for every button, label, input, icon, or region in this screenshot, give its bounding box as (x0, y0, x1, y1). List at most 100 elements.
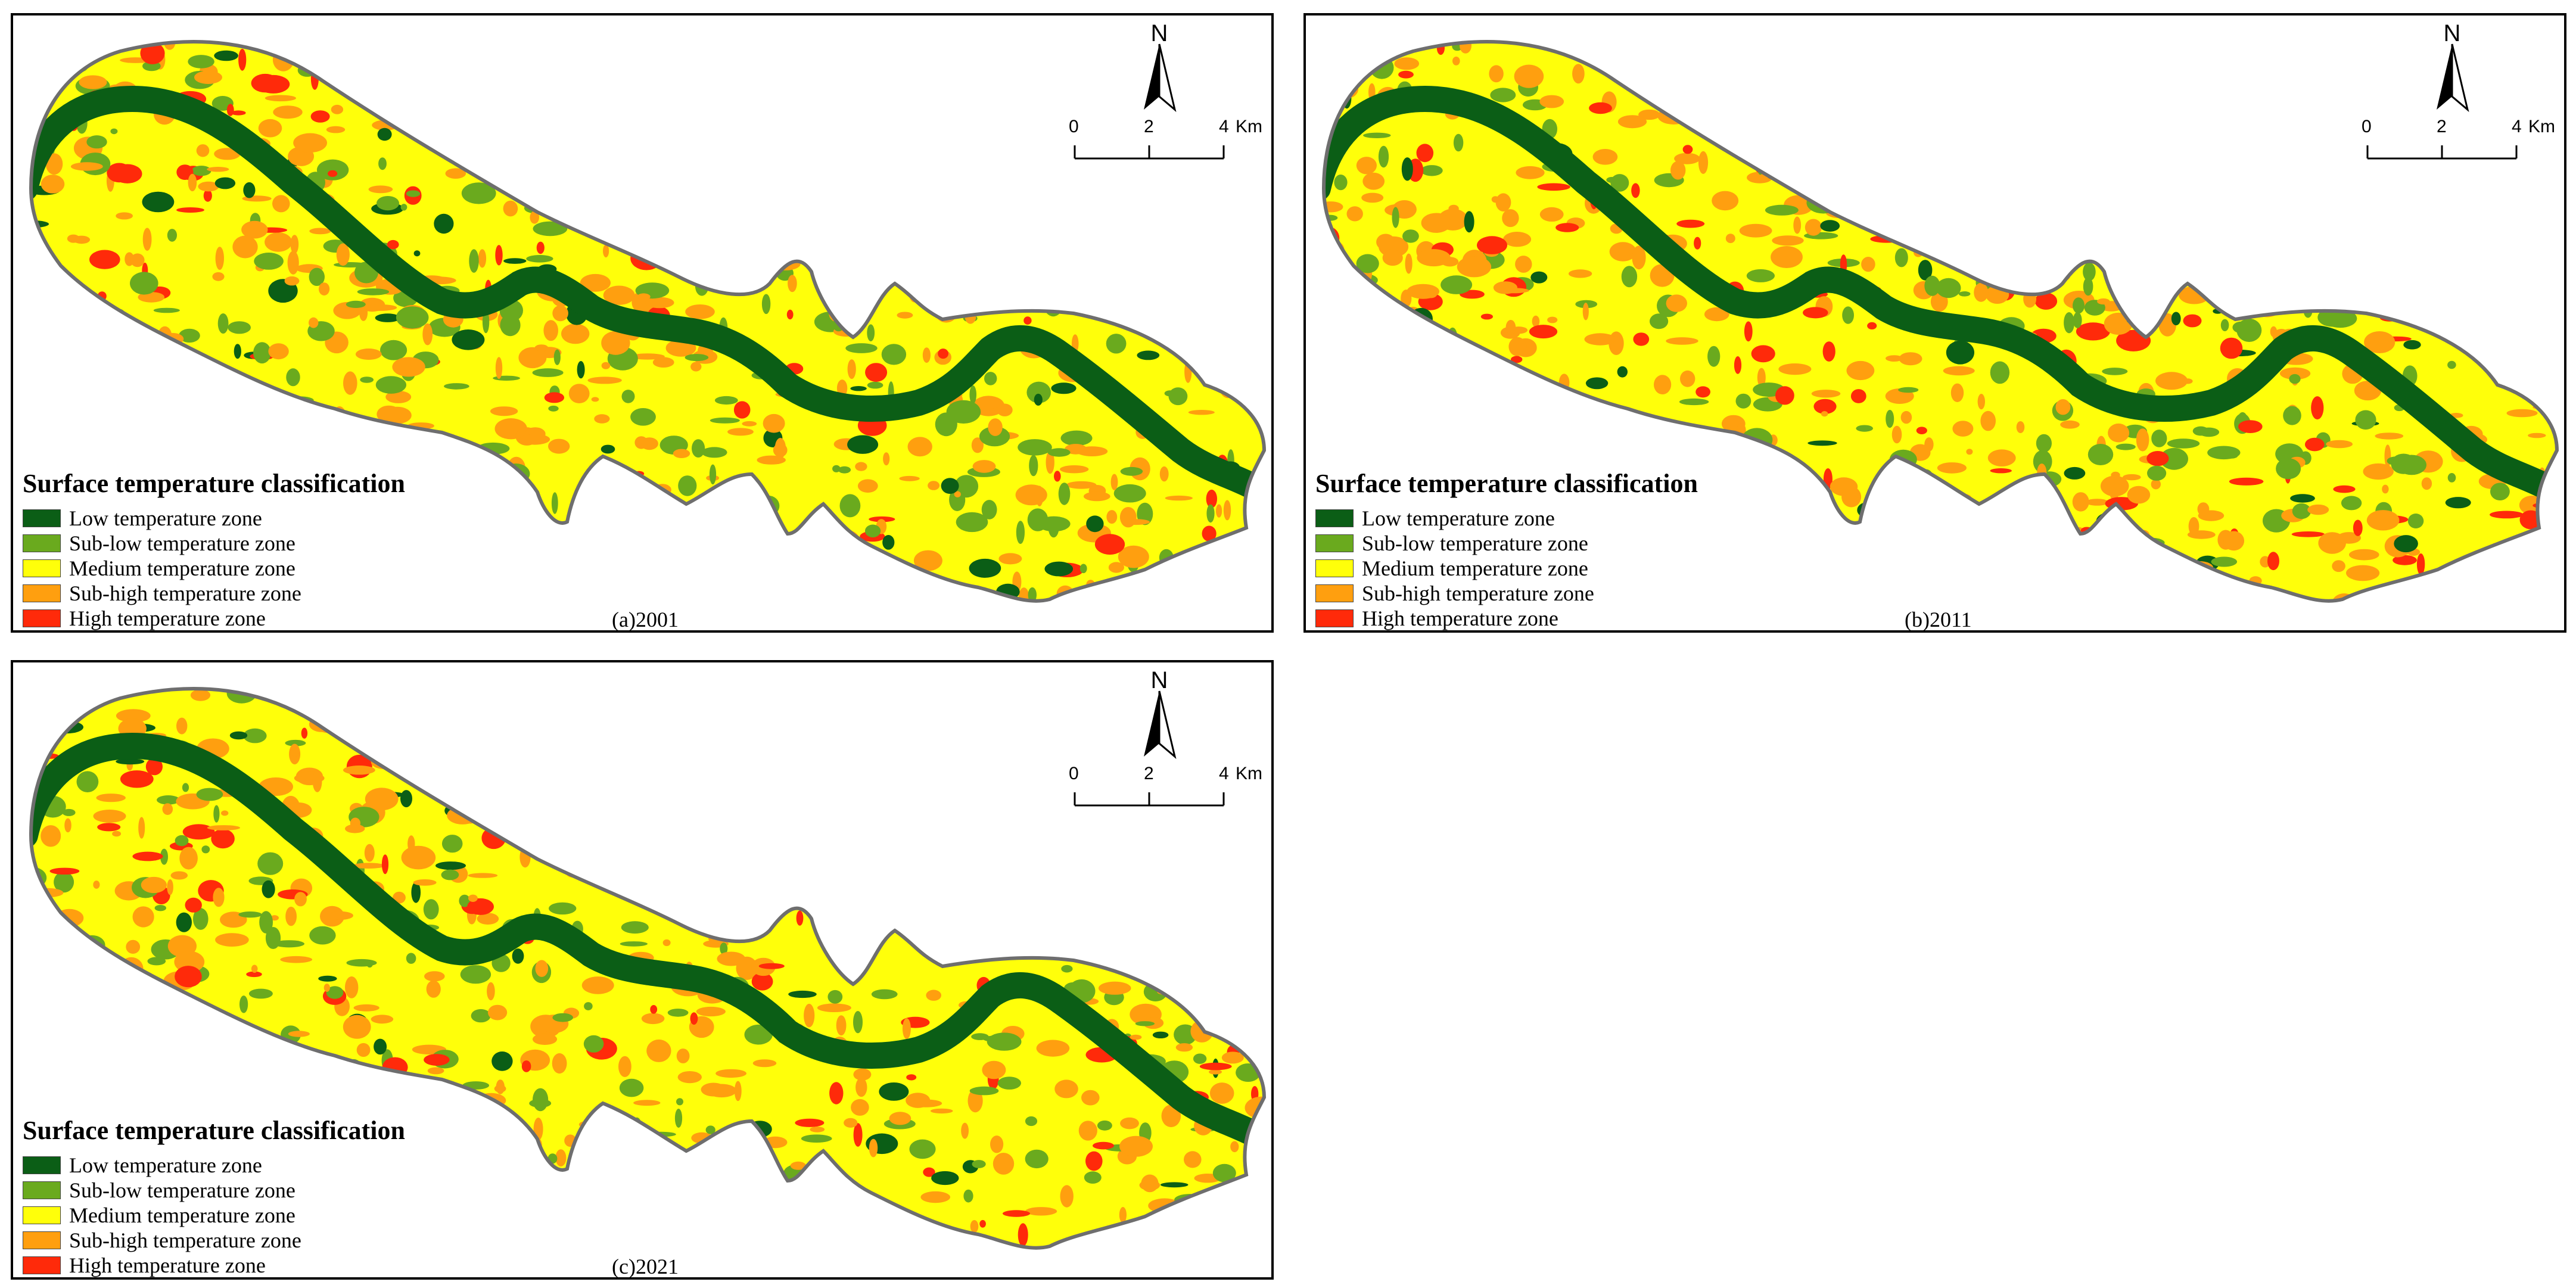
zone-patch (1026, 381, 1051, 403)
zone-patch (435, 1110, 462, 1134)
zone-patch (679, 163, 691, 186)
zone-patch (416, 723, 423, 734)
zone-patch (839, 494, 861, 518)
zone-patch (79, 341, 86, 353)
zone-patch (827, 990, 843, 1004)
zone-patch (1110, 474, 1118, 490)
scale-unit: Km (1236, 764, 1262, 783)
zone-patch (2102, 368, 2128, 375)
zone-patch (488, 810, 503, 823)
zone-patch (1224, 1201, 1253, 1212)
legend-item-low: Low temperature zone (23, 1153, 405, 1178)
zone-patch (525, 42, 552, 60)
zone-patch (31, 404, 58, 424)
zone-patch (1891, 104, 1900, 118)
zone-patch (687, 56, 701, 66)
zone-patch (318, 975, 337, 982)
zone-patch (460, 965, 491, 984)
zone-patch (446, 547, 477, 552)
zone-patch (1885, 136, 1901, 159)
zone-patch (1075, 222, 1109, 229)
zone-patch (2337, 532, 2361, 544)
zone-patch (1164, 390, 1176, 397)
zone-patch (629, 71, 657, 85)
zone-patch (695, 880, 729, 888)
zone-patch (1030, 893, 1049, 900)
zone-patch (742, 79, 757, 88)
zone-patch (571, 729, 595, 752)
zone-patch (1572, 64, 1585, 84)
zone-patch (349, 724, 375, 743)
zone-patch (1025, 1116, 1038, 1127)
zone-patch (1589, 102, 1612, 114)
zone-patch (2290, 494, 2315, 503)
zone-patch (987, 237, 1015, 242)
zone-patch (1874, 108, 1884, 120)
zone-patch (865, 524, 881, 538)
zone-patch (502, 1186, 533, 1200)
zone-patch (816, 833, 844, 851)
zone-patch (2016, 107, 2038, 113)
zone-patch (1906, 592, 1930, 601)
zone-patch (674, 738, 687, 760)
zone-patch (847, 785, 853, 805)
zone-patch (822, 219, 854, 227)
zone-patch (1074, 745, 1107, 755)
zone-patch (1899, 53, 1933, 60)
zone-patch (188, 173, 197, 192)
zone-patch (238, 48, 247, 71)
zone-patch (1977, 394, 1985, 410)
zone-patch (83, 353, 95, 377)
zone-patch (79, 75, 107, 89)
zone-patch (853, 1068, 872, 1081)
zone-patch (650, 1005, 658, 1014)
zone-patch (1065, 185, 1091, 200)
zone-patch (1361, 387, 1388, 401)
zone-patch (2491, 205, 2501, 219)
zone-patch (1670, 161, 1686, 180)
zone-patch (259, 911, 273, 934)
zone-patch (2191, 577, 2222, 590)
zone-patch (1144, 942, 1174, 950)
zone-patch (2305, 437, 2325, 452)
zone-patch (1441, 275, 1473, 294)
zone-patch (173, 1068, 206, 1085)
zone-patch (332, 689, 365, 694)
zone-patch (39, 1047, 47, 1067)
zone-patch (189, 421, 209, 438)
zone-patch (42, 1038, 61, 1052)
zone-patch (902, 201, 924, 206)
zone-patch (534, 110, 549, 134)
zone-patch (507, 711, 530, 729)
zone-patch (1436, 42, 1445, 55)
zone-patch (1212, 1206, 1247, 1215)
zone-patch (910, 1099, 942, 1107)
zone-patch (1489, 436, 1499, 451)
zone-patch (1966, 449, 1973, 455)
zone-patch (2073, 42, 2107, 50)
zone-patch (427, 100, 444, 119)
zone-patch (551, 492, 558, 514)
zone-patch (1177, 944, 1206, 968)
zone-patch (251, 73, 279, 93)
zone-patch (721, 524, 746, 534)
zone-patch (907, 437, 932, 457)
zone-patch (552, 305, 568, 322)
legend-title: Surface temperature classification (23, 1116, 405, 1145)
zone-patch (2375, 278, 2393, 293)
zone-patch (1010, 158, 1019, 166)
zone-patch (305, 431, 321, 448)
zone-patch (2108, 423, 2130, 443)
zone-patch (1799, 56, 1818, 79)
zone-patch (31, 56, 42, 66)
zone-patch (63, 1066, 86, 1085)
zone-patch (2034, 293, 2058, 310)
zone-patch (483, 151, 514, 159)
zone-patch (2540, 245, 2557, 267)
zone-patch (2055, 168, 2089, 179)
zone-patch (1956, 517, 1973, 530)
zone-patch (138, 817, 145, 839)
zone-patch (1582, 303, 1589, 321)
zone-patch (550, 842, 584, 850)
zone-patch (750, 132, 774, 138)
